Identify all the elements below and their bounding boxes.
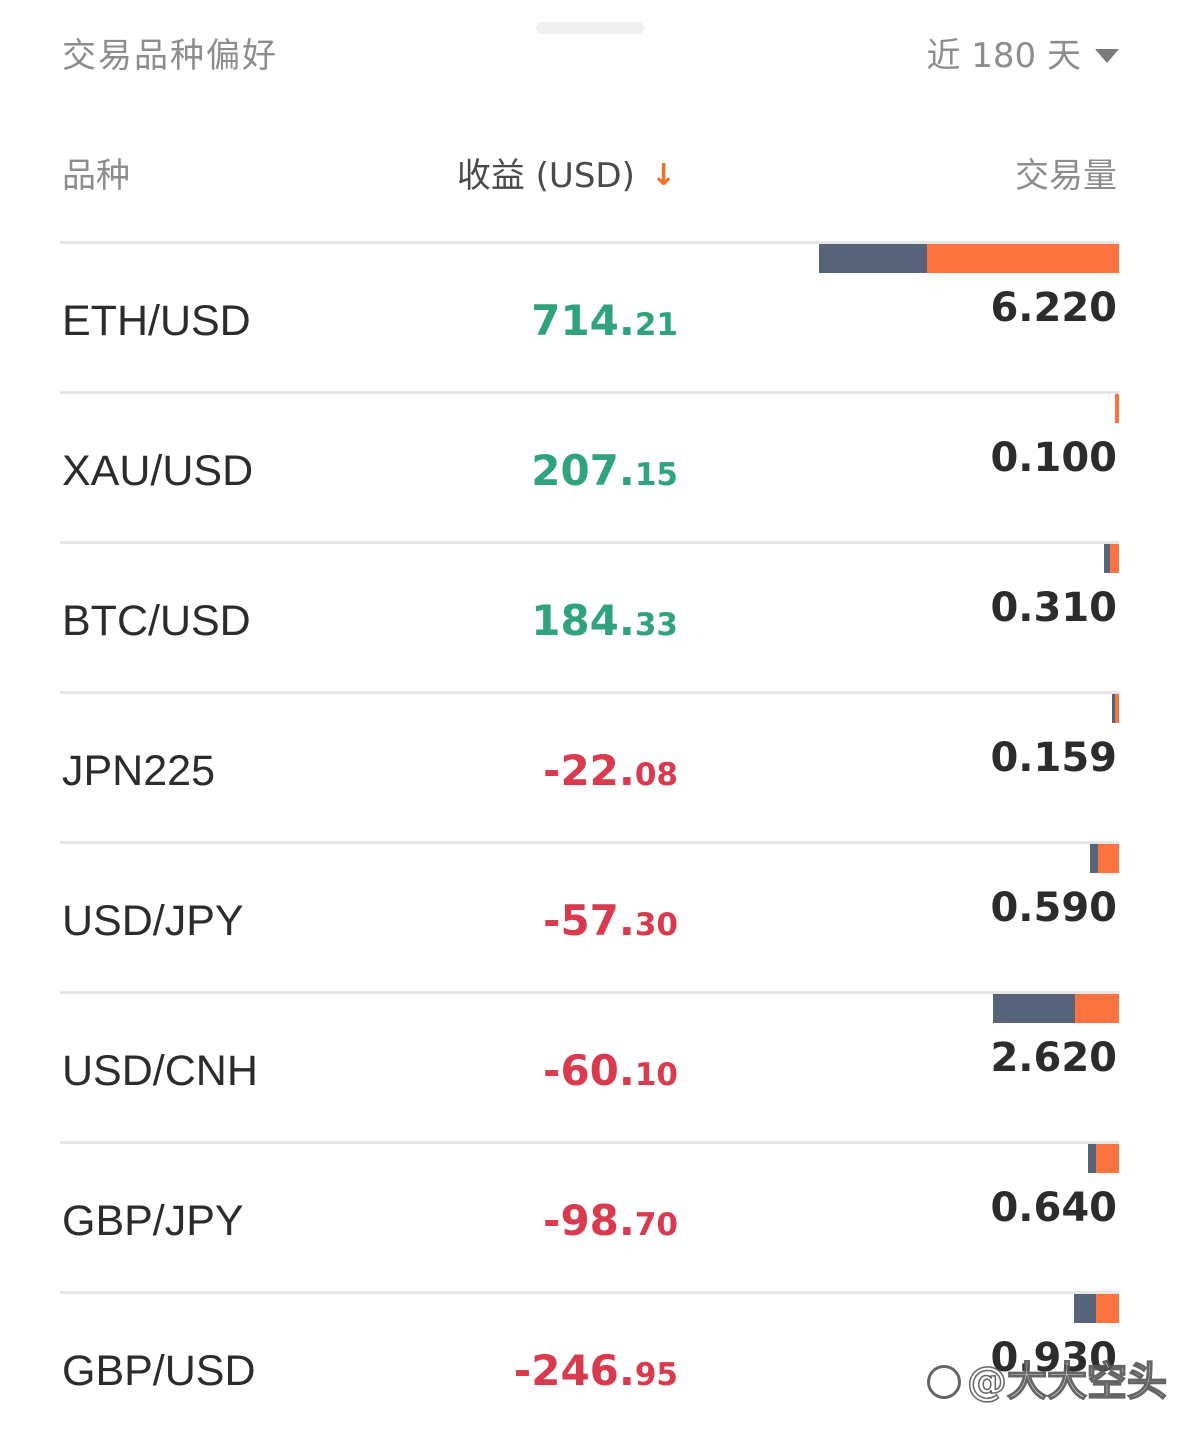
column-header-pnl[interactable]: 收益 (USD) ↓	[457, 154, 676, 198]
volume-bar-segment-dark	[1112, 694, 1115, 723]
volume-bar-segment-orange	[1098, 844, 1119, 873]
volume-bar	[1090, 844, 1119, 873]
volume-bar	[1088, 1144, 1119, 1173]
pnl-integer: -98.	[543, 1196, 635, 1245]
pnl-integer: -22.	[543, 746, 635, 795]
symbol-label: GBP/USD	[62, 1347, 256, 1395]
table-row[interactable]: GBP/JPY -98.70 0.640	[60, 1141, 1119, 1291]
symbol-label: GBP/JPY	[62, 1197, 244, 1245]
symbol-label: ETH/USD	[62, 297, 251, 345]
volume-bar	[1112, 694, 1119, 723]
symbol-label: BTC/USD	[62, 597, 251, 645]
column-header-volume[interactable]: 交易量	[1015, 156, 1117, 196]
volume-bar-segment-orange	[1075, 994, 1119, 1023]
table-row[interactable]: XAU/USD 207.15 0.100	[60, 391, 1119, 541]
pnl-decimal: 10	[634, 1057, 678, 1093]
pnl-integer: -60.	[543, 1046, 635, 1095]
pnl-value: -60.10	[543, 1044, 678, 1102]
volume-bar-segment-orange	[1096, 1144, 1119, 1173]
period-dropdown[interactable]: 近 180 天	[926, 34, 1119, 78]
pnl-decimal: 33	[634, 607, 678, 643]
table-row[interactable]: USD/CNH -60.10 2.620	[60, 991, 1119, 1141]
volume-value: 6.220	[990, 285, 1117, 331]
symbol-label: XAU/USD	[62, 447, 254, 495]
volume-value: 0.159	[990, 735, 1117, 781]
table-row[interactable]: USD/JPY -57.30 0.590	[60, 841, 1119, 991]
table-row[interactable]: ETH/USD 714.21 6.220	[60, 241, 1119, 391]
volume-bar-segment-dark	[1090, 844, 1098, 873]
symbol-label: USD/JPY	[62, 897, 244, 945]
volume-bar-segment-dark	[819, 244, 927, 273]
volume-bar-segment-orange	[1096, 1294, 1119, 1323]
pnl-decimal: 70	[634, 1207, 678, 1243]
pnl-value: -246.95	[514, 1344, 678, 1402]
volume-bar	[1074, 1294, 1119, 1323]
volume-value: 0.930	[990, 1335, 1117, 1381]
volume-bar	[819, 244, 1119, 273]
symbol-label: USD/CNH	[62, 1047, 258, 1095]
volume-value: 2.620	[990, 1035, 1117, 1081]
pnl-decimal: 21	[634, 307, 678, 343]
pnl-decimal: 08	[634, 757, 678, 793]
column-header-pnl-label: 收益 (USD)	[456, 156, 635, 196]
volume-bar-segment-orange	[1110, 544, 1119, 573]
symbol-label: JPN225	[62, 747, 215, 795]
pnl-integer: 184.	[531, 596, 635, 645]
volume-value: 0.310	[990, 585, 1117, 631]
volume-bar-segment-dark	[1074, 1294, 1096, 1323]
pnl-integer: -57.	[543, 896, 635, 945]
volume-bar-segment-orange	[927, 244, 1119, 273]
volume-value: 0.590	[990, 885, 1117, 931]
pnl-decimal: 15	[634, 457, 678, 493]
pnl-decimal: 95	[634, 1357, 678, 1393]
volume-value: 0.640	[990, 1185, 1117, 1231]
volume-bar	[1115, 394, 1119, 423]
volume-bar-segment-orange	[1115, 694, 1119, 723]
pnl-integer: 714.	[531, 296, 635, 345]
pnl-decimal: 30	[634, 907, 678, 943]
instrument-list: ETH/USD 714.21 6.220 XAU/USD 207.15 0.100 BTC/…	[60, 241, 1119, 1441]
table-row[interactable]: GBP/USD -246.95 0.930	[60, 1291, 1119, 1441]
pnl-value: -22.08	[543, 744, 678, 802]
sort-descending-icon[interactable]: ↓	[650, 158, 676, 193]
volume-bar-segment-dark	[1104, 544, 1110, 573]
pnl-value: 207.15	[531, 444, 678, 502]
volume-bar-segment-dark	[1088, 1144, 1096, 1173]
pnl-value: 714.21	[531, 294, 678, 352]
column-header-symbol: 品种	[62, 156, 130, 196]
volume-bar	[993, 994, 1119, 1023]
table-row[interactable]: BTC/USD 184.33 0.310	[60, 541, 1119, 691]
table-row[interactable]: JPN225 -22.08 0.159	[60, 691, 1119, 841]
volume-value: 0.100	[990, 435, 1117, 481]
pnl-integer: -246.	[513, 1346, 635, 1395]
pnl-integer: 207.	[531, 446, 635, 495]
volume-bar-segment-orange	[1115, 394, 1119, 423]
watermark-text: @大大空头	[966, 1358, 1168, 1406]
sheet-drag-handle[interactable]	[536, 22, 644, 34]
volume-bar	[1104, 544, 1119, 573]
pnl-value: -57.30	[543, 894, 678, 952]
caret-down-icon	[1095, 49, 1119, 63]
volume-bar-segment-dark	[993, 994, 1075, 1023]
section-title: 交易品种偏好	[62, 36, 278, 76]
period-label: 近 180 天	[926, 36, 1081, 76]
weibo-logo-icon	[927, 1365, 961, 1399]
pnl-value: -98.70	[543, 1194, 678, 1252]
pnl-value: 184.33	[531, 594, 678, 652]
watermark: @大大空头	[927, 1358, 1168, 1406]
